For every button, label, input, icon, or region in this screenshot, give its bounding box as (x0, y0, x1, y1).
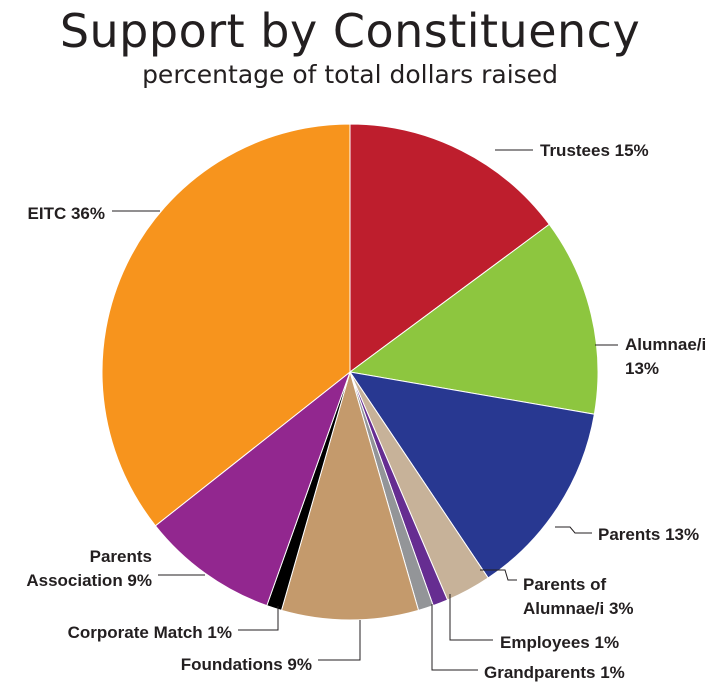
leader-line-corporate-match (238, 606, 279, 631)
slice-label-parents-of-alumnae-i: Parents of Alumnae/i 3% (523, 575, 634, 618)
slice-label-alumnae-i: Alumnae/i 13% (625, 335, 706, 378)
pie-slice-foundations (280, 370, 420, 621)
slice-labels: Trustees 15% Alumnae/i 13% Parents 13% Paren… (26, 141, 706, 682)
leader-line-foundations (318, 620, 361, 661)
pie-slice-trustees (349, 123, 550, 373)
chart-title: Support by Constituency (59, 4, 641, 58)
slice-label-eitc: EITC 36% (28, 204, 105, 223)
slice-label-line: Alumnae/i (625, 335, 706, 354)
slice-label-line: Parents 13% (598, 525, 699, 544)
slice-label-foundations: Foundations 9% (181, 655, 312, 674)
chart-subtitle: percentage of total dollars raised (142, 60, 558, 89)
pie-slice-eitc (101, 123, 351, 527)
slice-label-line: Parents (90, 547, 152, 566)
slice-label-line: Grandparents 1% (484, 663, 625, 682)
leader-line-parents-of-alumnae-i (480, 569, 517, 581)
slice-label-parents-association: Parents Association 9% (26, 547, 152, 590)
leader-line-parents (555, 526, 592, 534)
slice-label-line: Parents of (523, 575, 606, 594)
slice-label-line: Foundations 9% (181, 655, 312, 674)
slice-label-trustees: Trustees 15% (540, 141, 649, 160)
slice-label-line: Employees 1% (500, 633, 619, 652)
leader-line-grandparents (431, 604, 478, 671)
slice-label-corporate-match: Corporate Match 1% (68, 623, 232, 642)
leader-lines (112, 149, 618, 671)
slice-label-line: 13% (625, 359, 659, 378)
slice-label-line: Alumnae/i 3% (523, 599, 634, 618)
slice-label-grandparents: Grandparents 1% (484, 663, 625, 682)
slice-label-line: Corporate Match 1% (68, 623, 232, 642)
pie-slice-parents (348, 371, 595, 579)
slice-label-line: EITC 36% (28, 204, 105, 223)
slice-label-parents: Parents 13% (598, 525, 699, 544)
slice-label-line: Trustees 15% (540, 141, 649, 160)
leader-line-employees (449, 594, 493, 641)
slice-label-line: Association 9% (26, 571, 152, 590)
pie-slices (101, 123, 599, 621)
pie-slice-alumnae-i (348, 223, 599, 415)
slice-label-employees: Employees 1% (500, 633, 619, 652)
pie-slice-parents-association (154, 370, 352, 607)
